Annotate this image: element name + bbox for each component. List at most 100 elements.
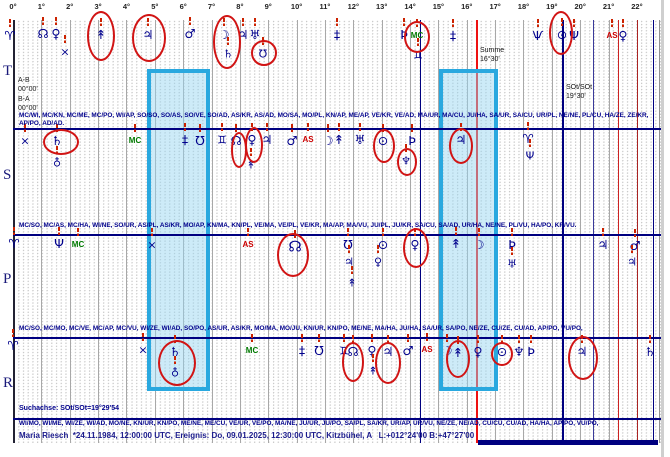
degree-gridline bbox=[154, 20, 156, 443]
moon-glyph: ☽ bbox=[473, 236, 485, 252]
summe-label: Summe bbox=[480, 47, 505, 54]
red-marker-circle bbox=[245, 127, 263, 163]
degree-label: 18° bbox=[517, 2, 530, 11]
neptune-glyph: Ψ bbox=[54, 235, 64, 251]
position-tick bbox=[184, 123, 186, 131]
position-tick bbox=[411, 124, 413, 132]
apollon-glyph: ↟ bbox=[333, 131, 345, 147]
degree-label: 3° bbox=[94, 2, 102, 11]
degree-label: 16° bbox=[461, 2, 473, 11]
position-tick bbox=[64, 35, 66, 43]
position-tick bbox=[511, 247, 513, 255]
degree-gridline bbox=[126, 20, 128, 443]
red-marker-circle bbox=[342, 342, 364, 382]
position-tick bbox=[174, 335, 176, 343]
degree-label: 19° bbox=[546, 2, 558, 11]
neptune-glyph: Ψ bbox=[525, 149, 535, 163]
red-marker-circle bbox=[87, 11, 115, 61]
degree-gridline bbox=[353, 20, 355, 443]
marker-vline bbox=[562, 20, 564, 443]
axis-hline bbox=[13, 128, 661, 130]
star-glyph: × bbox=[20, 134, 30, 148]
degree-label: 4° bbox=[122, 2, 131, 11]
aries-glyph: ♈ bbox=[7, 337, 19, 353]
kronos-glyph: ‡ bbox=[181, 131, 189, 147]
position-tick bbox=[634, 229, 636, 237]
degree-gridline bbox=[523, 20, 525, 443]
position-tick bbox=[382, 228, 384, 236]
mars-glyph: ♂ bbox=[184, 25, 196, 41]
position-tick bbox=[9, 19, 11, 27]
position-tick bbox=[42, 17, 44, 25]
moon-glyph: ☽ bbox=[322, 132, 334, 148]
position-tick bbox=[318, 334, 320, 342]
degree-label: 15° bbox=[432, 2, 445, 11]
degree-label: 7° bbox=[207, 2, 216, 11]
sun-glyph: ⊙ bbox=[377, 236, 389, 252]
chart-data-info-line: Maria Riesch *24.11.1984, 12:00:00 UTC, … bbox=[19, 431, 475, 440]
degree-label: 21° bbox=[602, 2, 615, 11]
mars-glyph: ♂ bbox=[286, 132, 298, 148]
jupiter-glyph: ♃ bbox=[344, 255, 354, 269]
degree-gridline bbox=[98, 20, 100, 443]
degree-gridline bbox=[183, 20, 185, 443]
as-glyph: AS bbox=[302, 135, 314, 144]
degree-gridline bbox=[41, 20, 43, 443]
position-tick bbox=[622, 19, 624, 27]
uranus-glyph: ♅ bbox=[507, 257, 517, 271]
axis-hline bbox=[13, 337, 661, 339]
midpoint-combination-band: AP/PO, AD/AD. bbox=[19, 120, 65, 127]
red-marker-circle bbox=[375, 342, 401, 384]
degree-label: 20° bbox=[574, 2, 586, 11]
gemini-glyph: ♊ bbox=[413, 48, 423, 62]
degree-label: 9° bbox=[264, 2, 272, 11]
venus-glyph: ♀ bbox=[373, 255, 383, 269]
position-tick bbox=[371, 334, 373, 342]
aries-glyph: ♈ bbox=[4, 27, 16, 43]
degree-label: 2° bbox=[66, 2, 74, 11]
kronos-glyph: ‡ bbox=[333, 26, 341, 42]
position-tick bbox=[189, 17, 191, 25]
position-tick bbox=[537, 19, 539, 27]
kronos-glyph: ‡ bbox=[449, 27, 457, 43]
saturn-glyph: ♄ bbox=[644, 343, 656, 359]
midpoint-combination-band: WI/MO, WI/ME, WI/ZE, WI/AD, MO/NE, KN/UR… bbox=[19, 420, 599, 427]
mc-glyph: MC bbox=[128, 136, 142, 145]
position-tick bbox=[382, 124, 384, 132]
degree-gridline bbox=[551, 20, 553, 443]
node-glyph: ☊ bbox=[37, 25, 49, 41]
position-tick bbox=[134, 124, 136, 132]
red-marker-circle bbox=[213, 15, 241, 69]
position-tick bbox=[307, 123, 309, 131]
position-tick bbox=[348, 245, 350, 253]
midpoint-combination-band: MC/SO, MC/AS, MC/HA, WI/NE, SO/UR, AS/PL… bbox=[19, 222, 577, 229]
position-tick bbox=[247, 228, 249, 236]
red-marker-circle bbox=[251, 40, 277, 66]
axis-hline bbox=[13, 234, 661, 236]
degree-label: 5° bbox=[151, 2, 159, 11]
vulkanus-glyph: Ѱ bbox=[532, 27, 544, 43]
cupido-glyph: Þ bbox=[508, 236, 516, 252]
position-tick bbox=[352, 335, 354, 343]
position-tick bbox=[460, 123, 462, 131]
red-marker-circle bbox=[397, 148, 417, 176]
degree-gridline bbox=[466, 20, 468, 443]
marker-vline bbox=[653, 20, 654, 443]
position-tick bbox=[452, 19, 454, 27]
position-tick bbox=[518, 335, 520, 343]
position-tick bbox=[56, 124, 58, 132]
cupido-glyph: Þ bbox=[527, 343, 535, 359]
position-tick bbox=[24, 124, 26, 132]
position-tick bbox=[235, 124, 237, 132]
position-tick bbox=[527, 122, 529, 130]
position-tick bbox=[77, 228, 79, 236]
red-marker-circle bbox=[449, 128, 473, 164]
position-tick bbox=[611, 19, 613, 27]
aries-glyph: ♈ bbox=[522, 130, 534, 146]
position-tick bbox=[142, 333, 144, 341]
position-tick bbox=[649, 335, 651, 343]
red-marker-circle bbox=[404, 21, 430, 53]
position-tick bbox=[403, 18, 405, 26]
marker-vline bbox=[618, 20, 619, 443]
row-label-t: T bbox=[3, 63, 13, 79]
